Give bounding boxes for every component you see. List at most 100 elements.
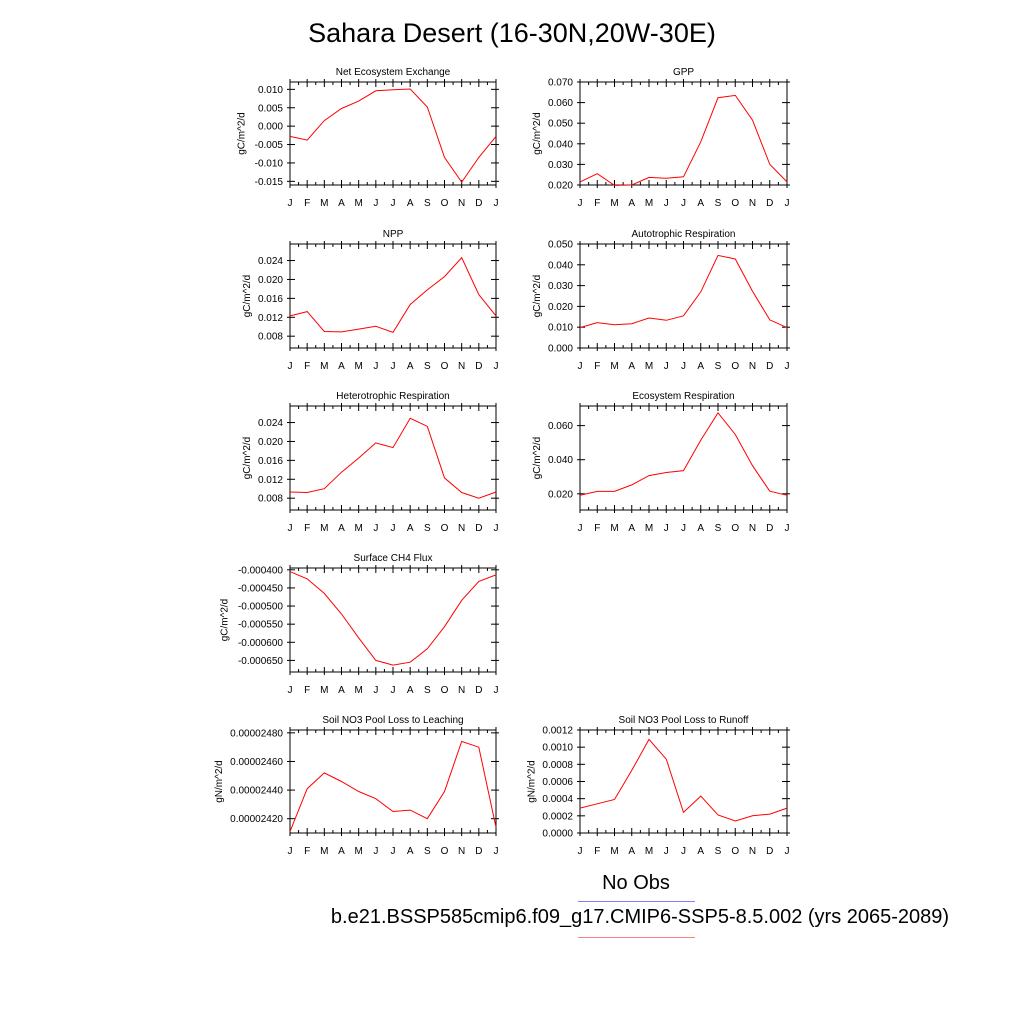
x-tick-label: O (441, 198, 449, 209)
plot-frame (289, 81, 497, 186)
x-tick-label: J (681, 846, 686, 857)
y-tick-label: 0.0010 (542, 743, 573, 754)
y-tick-label: 0.0008 (542, 760, 573, 771)
x-tick-label: J (785, 846, 790, 857)
x-tick-label: A (338, 523, 345, 534)
x-tick-label: J (785, 523, 790, 534)
plot-frame (289, 405, 497, 511)
y-tick-label: 0.0004 (542, 794, 573, 805)
x-tick-label: M (610, 198, 618, 209)
x-tick-label: J (578, 198, 583, 209)
x-tick-label: F (304, 846, 310, 857)
x-tick-label: A (407, 523, 414, 534)
y-axis-label: gN/m^2/d (526, 760, 537, 803)
chart-title: Ecosystem Respiration (632, 391, 734, 402)
series-line (579, 94, 788, 186)
y-tick-label: 0.00002460 (230, 757, 283, 768)
x-tick-label: M (354, 198, 362, 209)
x-tick-label: M (320, 685, 328, 696)
y-tick-label: 0.010 (548, 323, 573, 334)
y-tick-label: -0.000450 (238, 583, 283, 594)
x-tick-label: O (731, 846, 739, 857)
y-tick-label: 0.040 (548, 260, 573, 271)
x-tick-label: A (338, 361, 345, 372)
x-tick-label: N (458, 523, 465, 534)
x-tick-label: A (407, 685, 414, 696)
x-tick-label: N (458, 846, 465, 857)
y-tick-label: 0.040 (548, 455, 573, 466)
legend-obs-line (578, 901, 695, 902)
x-tick-label: J (785, 361, 790, 372)
series-line (579, 738, 788, 822)
y-tick-label: 0.000 (258, 122, 283, 133)
y-tick-label: 0.060 (548, 98, 573, 109)
x-tick-label: J (664, 198, 669, 209)
y-tick-label: -0.000500 (238, 602, 283, 613)
x-tick-label: J (373, 846, 378, 857)
x-tick-label: O (441, 361, 449, 372)
x-tick-label: D (766, 198, 773, 209)
y-axis-label: gC/m^2/d (242, 275, 253, 318)
x-tick-label: A (628, 361, 635, 372)
x-tick-label: A (338, 685, 345, 696)
y-tick-label: 0.010 (258, 85, 283, 96)
plot-frame (579, 405, 788, 511)
x-tick-label: D (475, 523, 482, 534)
x-tick-label: J (578, 523, 583, 534)
x-tick-label: M (320, 523, 328, 534)
x-tick-label: J (681, 523, 686, 534)
chart-title: Heterotrophic Respiration (336, 391, 449, 402)
plot-frame (289, 729, 497, 834)
x-tick-label: J (373, 361, 378, 372)
y-tick-label: 0.008 (258, 332, 283, 343)
x-tick-label: M (354, 361, 362, 372)
figure-title: Sahara Desert (16-30N,20W-30E) (308, 18, 716, 48)
x-tick-label: M (320, 198, 328, 209)
y-axis-label: gC/m^2/d (236, 112, 247, 155)
chart-title: Surface CH4 Flux (354, 553, 433, 564)
x-tick-label: M (610, 361, 618, 372)
x-tick-label: O (441, 523, 449, 534)
x-tick-label: J (391, 361, 396, 372)
x-tick-label: F (304, 198, 310, 209)
y-tick-label: 0.016 (258, 456, 283, 467)
x-tick-label: A (628, 846, 635, 857)
x-tick-label: M (320, 361, 328, 372)
x-tick-label: D (475, 685, 482, 696)
x-tick-label: M (354, 685, 362, 696)
x-tick-label: J (664, 846, 669, 857)
x-tick-label: O (441, 846, 449, 857)
x-tick-label: A (407, 361, 414, 372)
x-tick-label: F (594, 198, 600, 209)
x-tick-label: J (664, 523, 669, 534)
plot-frame (289, 567, 497, 673)
x-tick-label: J (785, 198, 790, 209)
y-tick-label: -0.000650 (238, 656, 283, 667)
y-tick-label: 0.020 (258, 437, 283, 448)
y-tick-label: 0.070 (548, 78, 573, 89)
x-tick-label: N (458, 361, 465, 372)
x-tick-label: J (664, 361, 669, 372)
x-tick-label: A (697, 361, 704, 372)
x-tick-label: J (391, 523, 396, 534)
chart-title: Autotrophic Respiration (632, 229, 736, 240)
x-tick-label: J (494, 523, 499, 534)
y-tick-label: 0.050 (548, 240, 573, 251)
y-tick-label: 0.024 (258, 256, 283, 267)
series-line (289, 571, 497, 666)
x-tick-label: A (338, 198, 345, 209)
y-tick-label: -0.000550 (238, 620, 283, 631)
y-tick-label: 0.020 (548, 181, 573, 192)
legend-case-label: b.e21.BSSP585cmip6.f09_g17.CMIP6-SSP5-8.… (330, 906, 950, 928)
x-tick-label: D (766, 523, 773, 534)
x-tick-label: F (304, 685, 310, 696)
series-line (289, 88, 497, 183)
x-tick-label: J (681, 198, 686, 209)
x-tick-label: O (731, 198, 739, 209)
legend-obs-label: No Obs (602, 872, 670, 894)
x-tick-label: A (697, 198, 704, 209)
